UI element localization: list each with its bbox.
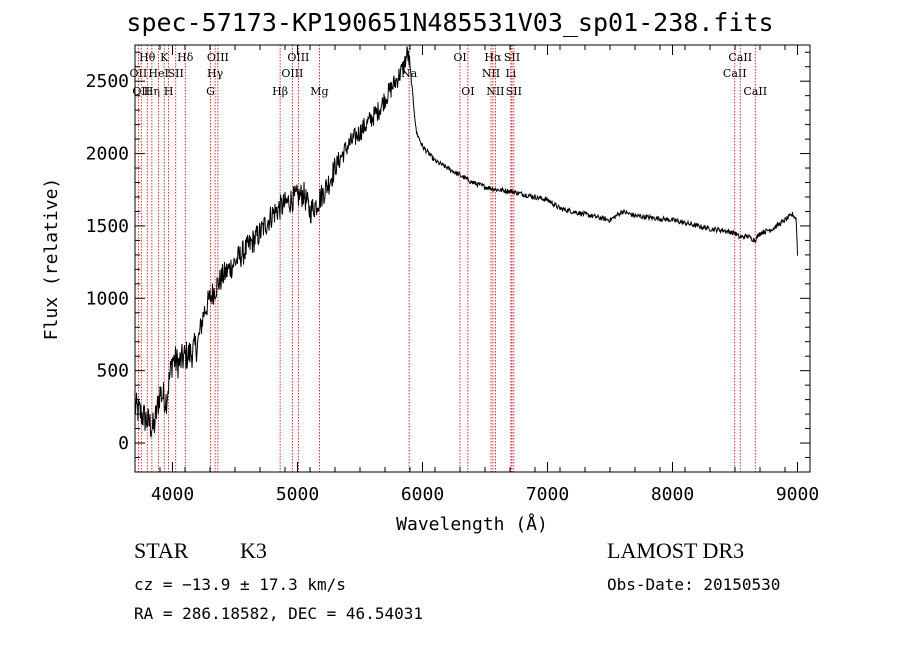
object-class: STAR — [134, 538, 189, 563]
line-label-4959: OIII — [281, 67, 303, 80]
line-label-3798: Hθ — [139, 51, 156, 64]
redshift-cz: cz = −13.9 ± 17.3 km/s — [134, 575, 346, 594]
line-label-6583: NII — [486, 85, 504, 98]
line-label-3750: OII — [132, 85, 150, 98]
x-tick-label-6000: 6000 — [401, 484, 444, 505]
line-label-3969: H — [164, 85, 174, 98]
x-tick-label-9000: 9000 — [776, 484, 819, 505]
line-label-6563: Hα — [484, 51, 502, 64]
y-tick-label-500: 500 — [96, 361, 129, 382]
plot-frame — [134, 44, 811, 473]
line-label-4341: Hγ — [207, 67, 224, 80]
line-label-3835: Hη — [144, 85, 160, 98]
line-label-5007: OIII — [287, 51, 309, 64]
line-label-6548: NII — [482, 67, 500, 80]
line-label-8542: CaII — [728, 51, 752, 64]
y-tick-label-1500: 1500 — [86, 216, 129, 237]
line-label-4026: SII — [168, 67, 184, 80]
line-label-4102: Hδ — [177, 51, 194, 64]
spectrum-line — [134, 46, 798, 439]
line-label-4861: Hβ — [272, 85, 288, 98]
y-tick-label-2500: 2500 — [86, 71, 129, 92]
survey-name: LAMOST DR3 — [607, 538, 745, 563]
line-label-6300: OI — [453, 51, 466, 64]
y-tick-label-1000: 1000 — [86, 288, 129, 309]
line-label-4304: G — [206, 85, 215, 98]
line-label-3934: K — [160, 51, 169, 64]
line-label-5175: Mg — [310, 85, 328, 98]
y-tick-label-0: 0 — [118, 433, 129, 454]
y-axis-label: Flux (relative) — [41, 178, 62, 341]
x-tick-label-4000: 4000 — [151, 484, 194, 505]
ra-dec: RA = 286.18582, DEC = 46.54031 — [134, 604, 423, 623]
line-label-6707: Li — [505, 67, 516, 80]
line-label-5893: Na — [401, 67, 418, 80]
x-tick-label-5000: 5000 — [276, 484, 319, 505]
chart-title: spec-57173-KP190651N485531V03_sp01-238.f… — [126, 8, 774, 37]
axis-ticks: 4000 5000 6000 7000 8000 9000 0 500 1000 1500 2000… — [86, 45, 819, 505]
line-label-6363: OI — [461, 85, 474, 98]
line-label-3727: OII — [130, 67, 148, 80]
spectrum-series — [134, 46, 798, 439]
line-label-6731: SII — [506, 85, 522, 98]
x-tick-label-8000: 8000 — [651, 484, 694, 505]
obs-date: Obs-Date: 20150530 — [607, 575, 781, 594]
line-label-8498: CaII — [723, 67, 747, 80]
line-label-4363: OIII — [207, 51, 229, 64]
spectral-line-markers: OII OII Hθ Hη HeI K H SII Hδ G Hγ OIII Hβ OIII OIII Mg N… — [130, 45, 767, 472]
x-axis-label: Wavelength (Å) — [396, 513, 548, 535]
x-tick-label-7000: 7000 — [526, 484, 569, 505]
object-subclass: K3 — [240, 538, 267, 563]
line-label-6716: SII — [504, 51, 520, 64]
line-label-3889: HeI — [148, 67, 168, 80]
line-label-8662: CaII — [743, 85, 767, 98]
y-tick-label-2000: 2000 — [86, 144, 129, 165]
